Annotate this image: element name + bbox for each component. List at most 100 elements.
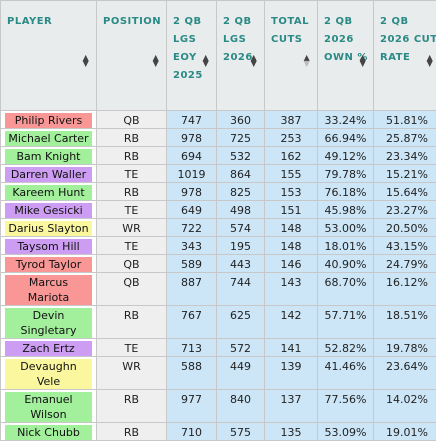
player-name: Devaughn Vele (5, 359, 92, 389)
column-header-own-pct[interactable]: 2 QB 2026 OWN % ▲▼ (318, 1, 374, 111)
sort-descending-icon[interactable]: ▲▼ (303, 55, 311, 67)
own-pct-cell: 57.71% (318, 306, 374, 339)
player-cell: Marcus Mariota (1, 273, 97, 306)
player-name: Darren Waller (5, 167, 92, 182)
total-cuts-cell: 137 (265, 390, 318, 423)
player-cell: Zach Ertz (1, 339, 97, 357)
cut-rate-cell: 23.34% (374, 147, 436, 165)
column-header-label: POSITION (103, 1, 166, 31)
player-name: Emanuel Wilson (5, 392, 92, 422)
position-cell: WR (97, 219, 167, 237)
total-cuts-cell: 139 (265, 357, 318, 390)
cut-rate-cell: 43.15% (374, 237, 436, 255)
position-cell: QB (97, 255, 167, 273)
player-name: Taysom Hill (5, 239, 92, 254)
total-cuts-cell: 151 (265, 201, 318, 219)
cut-rate-cell: 16.12% (374, 273, 436, 306)
player-cell: Michael Carter (1, 129, 97, 147)
total-cuts-cell: 142 (265, 306, 318, 339)
sort-toggle-icon[interactable]: ▲▼ (426, 55, 434, 67)
total-cuts-cell: 253 (265, 129, 318, 147)
lgs-2026-cell: 625 (217, 306, 265, 339)
player-name: Michael Carter (5, 131, 92, 146)
player-cell: Philip Rivers (1, 111, 97, 129)
player-name: Devin Singletary (5, 308, 92, 338)
position-cell: WR (97, 357, 167, 390)
sort-toggle-icon[interactable]: ▲▼ (359, 55, 367, 67)
total-cuts-cell: 148 (265, 219, 318, 237)
position-cell: TE (97, 237, 167, 255)
eoy-2025-cell: 1019 (167, 165, 217, 183)
cut-rate-cell: 24.79% (374, 255, 436, 273)
lgs-2026-cell: 532 (217, 147, 265, 165)
position-cell: TE (97, 339, 167, 357)
player-name: Marcus Mariota (5, 275, 92, 305)
player-cell: Emanuel Wilson (1, 390, 97, 423)
player-name: Mike Gesicki (5, 203, 92, 218)
column-header-position[interactable]: POSITION ▲▼ (97, 1, 167, 111)
own-pct-cell: 66.94% (318, 129, 374, 147)
eoy-2025-cell: 713 (167, 339, 217, 357)
lgs-2026-cell: 825 (217, 183, 265, 201)
cut-rate-cell: 15.64% (374, 183, 436, 201)
player-name: Zach Ertz (5, 341, 92, 356)
cut-rate-cell: 20.50% (374, 219, 436, 237)
player-name: Bam Knight (5, 149, 92, 164)
own-pct-cell: 79.78% (318, 165, 374, 183)
sort-toggle-icon[interactable]: ▲▼ (82, 55, 90, 67)
lgs-2026-cell: 840 (217, 390, 265, 423)
lgs-2026-cell: 744 (217, 273, 265, 306)
player-name: Nick Chubb (5, 425, 92, 440)
eoy-2025-cell: 694 (167, 147, 217, 165)
column-header-label: PLAYER (7, 1, 96, 31)
lgs-2026-cell: 443 (217, 255, 265, 273)
player-cell: Devaughn Vele (1, 357, 97, 390)
eoy-2025-cell: 588 (167, 357, 217, 390)
column-header-player[interactable]: PLAYER ▲▼ (1, 1, 97, 111)
lgs-2026-cell: 864 (217, 165, 265, 183)
own-pct-cell: 41.46% (318, 357, 374, 390)
player-cell: Devin Singletary (1, 306, 97, 339)
sort-toggle-icon[interactable]: ▲▼ (202, 55, 210, 67)
cut-rate-cell: 23.27% (374, 201, 436, 219)
total-cuts-cell: 148 (265, 237, 318, 255)
column-header-cut-rate[interactable]: 2 QB 2026 CUT RATE ▲▼ (374, 1, 436, 111)
player-cell: Kareem Hunt (1, 183, 97, 201)
sort-toggle-icon[interactable]: ▲▼ (152, 55, 160, 67)
player-cell: Bam Knight (1, 147, 97, 165)
cut-rate-cell: 51.81% (374, 111, 436, 129)
position-cell: RB (97, 306, 167, 339)
own-pct-cell: 53.00% (318, 219, 374, 237)
lgs-2026-cell: 360 (217, 111, 265, 129)
lgs-2026-cell: 572 (217, 339, 265, 357)
cut-rate-cell: 18.51% (374, 306, 436, 339)
cut-rate-cell: 25.87% (374, 129, 436, 147)
eoy-2025-cell: 589 (167, 255, 217, 273)
column-header-total-cuts[interactable]: TOTAL CUTS ▲▼ (265, 1, 318, 111)
cut-rate-cell: 23.64% (374, 357, 436, 390)
own-pct-cell: 33.24% (318, 111, 374, 129)
position-cell: QB (97, 111, 167, 129)
own-pct-cell: 68.70% (318, 273, 374, 306)
total-cuts-cell: 387 (265, 111, 318, 129)
position-cell: TE (97, 201, 167, 219)
own-pct-cell: 18.01% (318, 237, 374, 255)
player-name: Philip Rivers (5, 113, 92, 128)
player-cell: Taysom Hill (1, 237, 97, 255)
column-header-lgs-2026[interactable]: 2 QB LGS 2026 ▲▼ (217, 1, 265, 111)
player-name: Darius Slayton (5, 221, 92, 236)
cut-rate-cell: 15.21% (374, 165, 436, 183)
sort-toggle-icon[interactable]: ▲▼ (250, 55, 258, 67)
eoy-2025-cell: 343 (167, 237, 217, 255)
column-header-eoy-2025[interactable]: 2 QB LGS EOY 2025 ▲▼ (167, 1, 217, 111)
